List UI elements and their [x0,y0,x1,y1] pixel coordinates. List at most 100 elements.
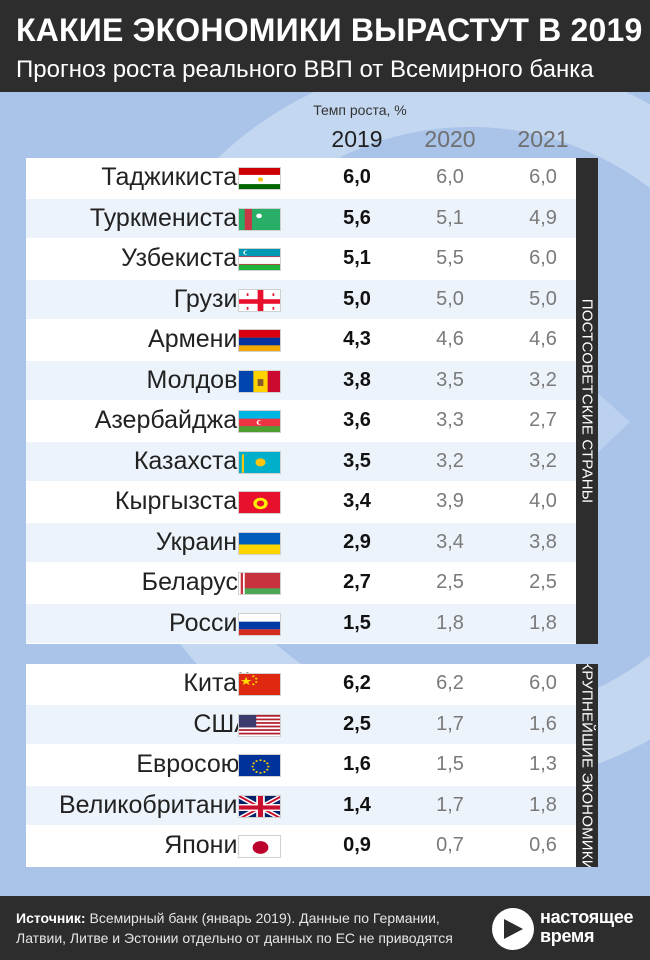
value-2021: 2,7 [529,409,557,431]
value-2020: 3,4 [436,530,464,553]
value-2021: 4,0 [529,490,557,512]
value-2021: 3,8 [529,530,557,553]
value-2019: 2,7 [343,571,371,593]
value-2020: 3,2 [436,449,464,472]
table-row: Китай 6,2 6,2 6,0 [26,664,576,703]
country-name: Кыргызстан [114,487,251,515]
table-row: США 2,5 1,7 1,6 [26,704,576,744]
value-2021: 5,0 [529,287,557,310]
source-text: Всемирный банк (январь 2019). Данные по … [16,910,453,946]
value-2020: 1,5 [436,753,464,775]
value-2020: 0,7 [436,834,464,856]
country-name: Япония [164,831,251,859]
table-row: Кыргызстан 3,4 3,9 4,0 [26,482,576,521]
table-row: Евросоюз 1,6 1,5 1,3 [26,745,576,784]
georgia-flag [238,288,281,312]
value-2020: 3,3 [436,409,464,431]
value-2019: 2,9 [343,530,371,553]
value-2021: 3,2 [529,368,557,391]
country-name: Армения [148,325,251,353]
value-2021: 4,6 [529,328,557,350]
table-row: Казахстан 3,5 3,2 3,2 [26,441,576,481]
tajikistan-flag [238,167,281,190]
value-2020: 5,5 [436,247,464,269]
country-name: Казахстан [133,446,251,475]
table-row: Туркменистан 5,6 5,1 4,9 [26,198,576,238]
brand-logo: настоящее время [540,907,634,946]
table-row: Великобритания 1,4 1,7 1,8 [26,785,576,825]
china-flag [238,673,281,696]
table-row: Россия 1,5 1,8 1,8 [26,603,576,643]
ukraine-flag [238,531,281,555]
value-2019: 4,3 [343,328,371,350]
value-2020: 2,5 [436,571,464,593]
value-2021: 6,0 [529,247,557,269]
value-2021: 4,9 [529,206,557,229]
value-2020: 3,5 [436,368,464,391]
group-label-text: ПОСТСОВЕТСКИЕ СТРАНЫ [578,298,596,504]
value-2020: 1,7 [436,712,464,735]
country-name: Россия [169,608,251,637]
value-2021: 1,8 [529,611,557,634]
value-2019: 3,6 [343,409,371,431]
year-header-2020: 2020 [424,126,476,152]
value-2021: 1,8 [529,793,557,816]
page-title: КАКИЕ ЭКОНОМИКИ ВЫРАСТУТ В 2019 [16,12,643,48]
value-2020: 5,0 [436,287,464,310]
value-2019: 1,4 [343,793,371,816]
eu-flag [238,754,281,777]
moldova-flag [238,369,281,393]
value-2020: 5,1 [436,206,464,229]
group-label-post-soviet: ПОСТСОВЕТСКИЕ СТРАНЫ [576,158,598,644]
value-2020: 6,2 [436,672,464,694]
value-2019: 1,6 [343,753,371,775]
value-2019: 2,5 [343,712,371,735]
value-2020: 1,8 [436,611,464,634]
value-2020: 4,6 [436,328,464,350]
group-largest-economies: Китай 6,2 6,2 6,0 США 2,5 1,7 1,6 Евросоюз 1,6 1,5… [26,664,576,867]
value-2020: 1,7 [436,793,464,816]
table-row: Молдова 3,8 3,5 3,2 [26,360,576,400]
year-header-2019: 2019 [331,126,383,152]
source-note: Источник: Всемирный банк (январь 2019). … [16,908,486,948]
value-2019: 3,8 [343,368,371,391]
group-label-largest-economies: КРУПНЕЙШИЕ ЭКОНОМИКИ [576,664,598,867]
value-2021: 2,5 [529,571,557,593]
country-name: Молдова [146,365,251,394]
country-name: Туркменистан [89,203,251,232]
value-2020: 3,9 [436,490,464,512]
table-row: Грузия 5,0 5,0 5,0 [26,279,576,319]
country-name: Евросоюз [136,750,251,778]
kyrgyzstan-flag [238,491,281,514]
value-2019: 5,0 [343,287,371,310]
brand-logo-line1: настоящее [540,907,634,927]
kazakhstan-flag [238,450,281,474]
russia-flag [238,612,281,636]
country-name: Беларусь [141,568,251,596]
value-2019: 5,1 [343,247,371,269]
table-row: Япония 0,9 0,7 0,6 [26,826,576,865]
uk-flag [238,794,281,818]
country-name: Таджикистан [101,163,251,191]
value-2021: 1,3 [529,753,557,775]
table-row: Армения 4,3 4,6 4,6 [26,320,576,359]
value-2021: 6,0 [529,672,557,694]
value-2019: 5,6 [343,206,371,229]
source-label: Источник: [16,910,86,926]
country-name: Узбекистан [121,244,251,272]
table-row: Украина 2,9 3,4 3,8 [26,522,576,562]
play-arrow-icon [492,908,534,950]
turkmenistan-flag [238,207,281,231]
page-subtitle: Прогноз роста реального ВВП от Всемирног… [16,56,594,83]
table-row: Азербайджан 3,6 3,3 2,7 [26,401,576,440]
value-2019: 6,2 [343,672,371,694]
usa-flag [238,713,281,737]
azerbaijan-flag [238,410,281,433]
uzbekistan-flag [238,248,281,271]
armenia-flag [238,329,281,352]
country-name: Украина [155,527,251,556]
belarus-flag [238,572,281,595]
table-row: Таджикистан 6,0 6,0 6,0 [26,158,576,197]
value-2019: 3,5 [343,449,371,472]
value-2020: 6,0 [436,166,464,188]
